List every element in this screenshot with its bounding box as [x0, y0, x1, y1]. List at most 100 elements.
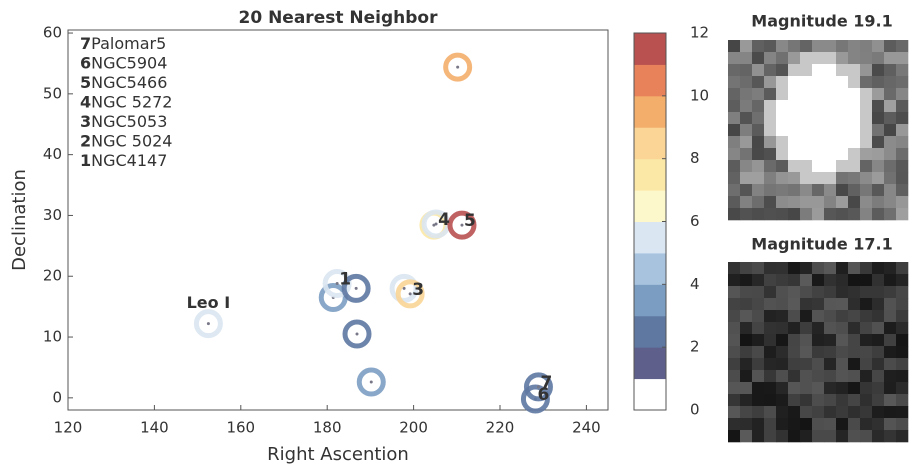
image-pixel	[824, 40, 837, 53]
image-pixel	[752, 136, 765, 149]
image-pixel	[788, 394, 801, 407]
image-pixel	[764, 148, 777, 161]
image-pixel	[764, 334, 777, 347]
image-pixel	[728, 136, 741, 149]
image-pixel	[848, 100, 861, 113]
image-pixel	[848, 286, 861, 299]
y-axis-label: Declination	[9, 169, 30, 271]
image-pixel	[836, 64, 849, 77]
image-pixel	[860, 358, 873, 371]
image-pixel	[896, 124, 909, 137]
image-pixel	[812, 40, 825, 53]
image-pixel	[884, 262, 897, 275]
colorbar-tick-label: 2	[690, 338, 700, 356]
ring-center	[460, 223, 464, 227]
image-pixel	[752, 208, 765, 221]
image-pixel	[800, 346, 813, 359]
image-pixel	[836, 208, 849, 221]
image-pixel	[728, 160, 741, 173]
image-pixel	[800, 196, 813, 209]
image-pixel	[848, 382, 861, 395]
image-pixel	[812, 124, 825, 137]
image-pixel	[872, 40, 885, 53]
image-pixel	[728, 274, 741, 287]
image-pixel	[860, 274, 873, 287]
colorbar-swatch	[634, 284, 666, 317]
image-pixel	[800, 370, 813, 383]
image-pixel	[752, 370, 765, 383]
image-pixel	[728, 322, 741, 335]
image-pixel	[860, 310, 873, 323]
colorbar-swatch	[634, 378, 666, 411]
ring-center	[434, 222, 438, 226]
image-pixel	[836, 334, 849, 347]
image-pixel	[896, 112, 909, 125]
image-pixel	[896, 358, 909, 371]
image-pixel	[800, 184, 813, 197]
image-pixel	[776, 286, 789, 299]
colorbar-tick-label: 6	[690, 212, 700, 230]
image-pixel	[812, 394, 825, 407]
image-pixel	[824, 322, 837, 335]
image-pixel	[812, 112, 825, 125]
image-pixel	[728, 148, 741, 161]
image-pixel	[836, 124, 849, 137]
image-pixel	[848, 124, 861, 137]
image-pixel	[836, 112, 849, 125]
image-pixel	[860, 370, 873, 383]
image-pixel	[860, 406, 873, 419]
ring-center	[536, 385, 540, 389]
image-pixel	[776, 346, 789, 359]
image-pixel	[740, 430, 753, 443]
cluster-name: NGC 5024	[91, 131, 172, 150]
image-pixel	[896, 40, 909, 53]
ring-center	[206, 322, 210, 326]
image-pixel	[824, 136, 837, 149]
image-pixel	[788, 298, 801, 311]
image-pixel	[752, 148, 765, 161]
y-tick-label: 0	[52, 388, 62, 406]
image-pixel	[848, 358, 861, 371]
point-label: 6	[538, 385, 550, 405]
image-pixel	[728, 358, 741, 371]
image-pixel	[824, 394, 837, 407]
image-pixel	[872, 52, 885, 65]
image-pixel	[788, 148, 801, 161]
image-pixel	[860, 430, 873, 443]
image-pixel	[788, 406, 801, 419]
image-pixel	[884, 100, 897, 113]
image-pixel	[848, 370, 861, 383]
image-pixel	[848, 208, 861, 221]
image-pixel	[848, 334, 861, 347]
image-pixel	[740, 52, 753, 65]
image-pixel	[860, 100, 873, 113]
image-pixel	[800, 310, 813, 323]
image-pixel	[872, 100, 885, 113]
image-pixel	[824, 184, 837, 197]
image-pixel	[896, 418, 909, 431]
image-pixel	[812, 430, 825, 443]
image-pixel	[884, 418, 897, 431]
image-pixel	[860, 172, 873, 185]
image-pixel	[836, 160, 849, 173]
image-pixel	[740, 148, 753, 161]
image-pixel	[848, 310, 861, 323]
colorbar-swatch	[634, 158, 666, 191]
x-tick-label: 160	[226, 419, 255, 437]
image-pixel	[836, 382, 849, 395]
image-pixel	[764, 346, 777, 359]
image-pixel	[764, 298, 777, 311]
image-pixel	[896, 274, 909, 287]
image-pixel	[896, 184, 909, 197]
cluster-name: NGC4147	[91, 151, 167, 170]
image-pixel	[728, 262, 741, 275]
image-pixel	[728, 40, 741, 53]
image-pixel	[776, 136, 789, 149]
image-pixel	[788, 358, 801, 371]
image-pixel	[860, 394, 873, 407]
image-pixel	[752, 262, 765, 275]
image-pixel	[752, 40, 765, 53]
image-pixel	[776, 100, 789, 113]
x-tick-label: 140	[140, 419, 169, 437]
image-pixel	[788, 346, 801, 359]
